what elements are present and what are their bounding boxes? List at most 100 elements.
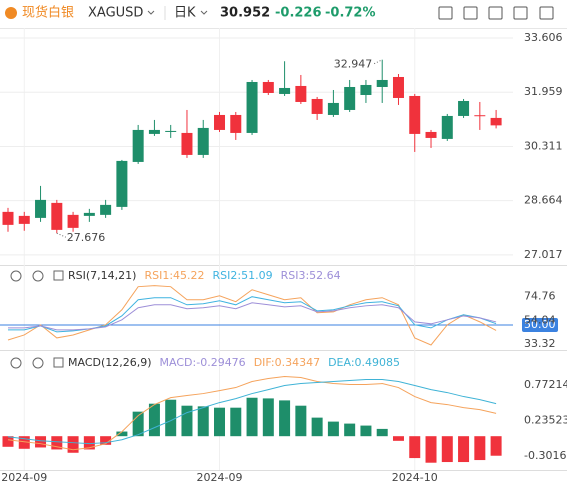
x-tick-label: 2024-09 [197, 471, 243, 484]
histogram-bar [279, 400, 291, 437]
settings-icon[interactable] [32, 270, 44, 282]
x-tick-label: 2024-09 [1, 471, 47, 484]
candle-body [18, 215, 30, 224]
candle-body [262, 81, 274, 93]
histogram-bar [2, 436, 14, 447]
tick-highlight [522, 317, 558, 332]
y-tick-label: 74.76 [524, 290, 556, 303]
histogram-bar [197, 406, 209, 437]
candle-body [409, 95, 421, 134]
change-pct: -0.72% [325, 6, 376, 21]
legend-entry: MACD:-0.29476 [160, 356, 246, 369]
instrument-name[interactable]: 现货白银 [22, 5, 74, 21]
candle-body [474, 115, 486, 117]
tool-icon[interactable] [513, 6, 528, 20]
histogram-bar [148, 403, 160, 437]
candle-body [83, 212, 95, 216]
candle-body [230, 114, 242, 133]
histogram-bar [295, 405, 307, 437]
y-tick-label: 27.017 [524, 248, 563, 261]
tool-icon[interactable] [488, 6, 503, 20]
candle-body [132, 129, 144, 162]
candle-body [441, 115, 453, 139]
candle-body [197, 127, 209, 155]
histogram-bar [441, 436, 453, 463]
tool-icon[interactable] [463, 6, 478, 20]
period[interactable]: 日K [174, 6, 196, 21]
max-label: 32.947 [334, 58, 373, 71]
change: -0.226 [275, 6, 322, 21]
histogram-bar [35, 436, 47, 448]
histogram-bar [376, 428, 388, 437]
candle-body [165, 130, 177, 132]
histogram-bar [165, 399, 177, 437]
y-tick-label: 50.00 [524, 318, 556, 331]
series-line [7, 285, 497, 346]
y-tick-label: 54.04 [524, 313, 556, 326]
series-line [8, 296, 497, 333]
y-tick-label: -0.30168 [524, 449, 567, 462]
candle-body [392, 76, 404, 98]
settings-icon[interactable] [32, 357, 44, 369]
collapse-icon[interactable] [53, 270, 64, 281]
price: 30.952 [220, 6, 270, 21]
candle-body [181, 132, 193, 155]
legend-entry: DIF:0.34347 [254, 356, 320, 369]
candle-body [344, 86, 356, 110]
histogram-bar [230, 407, 242, 437]
dropdown[interactable] [147, 10, 155, 15]
x-tick-label: 2024-10 [392, 471, 438, 484]
histogram-bar [181, 405, 193, 437]
series-line [7, 379, 497, 445]
histogram-bar [311, 417, 323, 437]
collapse-icon[interactable] [53, 357, 64, 368]
histogram-bar [262, 398, 274, 437]
histogram-bar [425, 436, 437, 463]
candle-body [327, 102, 339, 115]
legend-entry: RSI3:52.64 [281, 269, 341, 282]
candle-body [458, 100, 470, 116]
tool-icon[interactable] [539, 6, 554, 20]
histogram-bar [67, 436, 79, 453]
histogram-bar [458, 436, 470, 463]
y-tick-label: 33.606 [524, 31, 563, 44]
candle-body [279, 87, 291, 94]
histogram-bar [214, 407, 226, 437]
histogram-bar [360, 425, 372, 437]
series-line [8, 302, 497, 331]
candle-body [246, 81, 258, 133]
y-tick-label: 30.311 [524, 139, 563, 152]
eye-icon[interactable] [10, 357, 22, 369]
histogram-bar [246, 397, 258, 437]
candle-body [116, 160, 128, 207]
legend-entry: RSI2:51.09 [213, 269, 273, 282]
series-line [7, 376, 497, 451]
histogram-bar [392, 436, 404, 441]
legend-entry: RSI1:45.22 [144, 269, 204, 282]
dropdown[interactable] [200, 10, 208, 15]
candle-body [376, 79, 388, 87]
histogram-bar [51, 436, 63, 450]
candle-body [490, 117, 502, 126]
histogram-bar [490, 436, 502, 456]
eye-icon[interactable] [10, 270, 22, 282]
panel-icons [10, 270, 64, 369]
histogram-bar [474, 436, 486, 461]
candle-body [51, 202, 63, 230]
candle-body [100, 204, 112, 215]
candle-body [148, 129, 160, 134]
legend-entry: RSI(7,14,21) [68, 269, 136, 282]
legend-entry: MACD(12,26,9) [68, 356, 152, 369]
y-tick-label: 0.77214 [524, 378, 567, 391]
y-tick-label: 31.959 [524, 85, 563, 98]
candle-body [311, 98, 323, 114]
candle-body [295, 85, 307, 102]
symbol[interactable]: XAGUSD [88, 6, 143, 21]
y-tick-label: 33.32 [524, 337, 556, 350]
histogram-bar [83, 436, 95, 450]
y-tick-label: 28.664 [524, 194, 563, 207]
tool-icon[interactable] [438, 6, 453, 20]
candle-body [2, 211, 14, 225]
candle-body [360, 84, 372, 95]
